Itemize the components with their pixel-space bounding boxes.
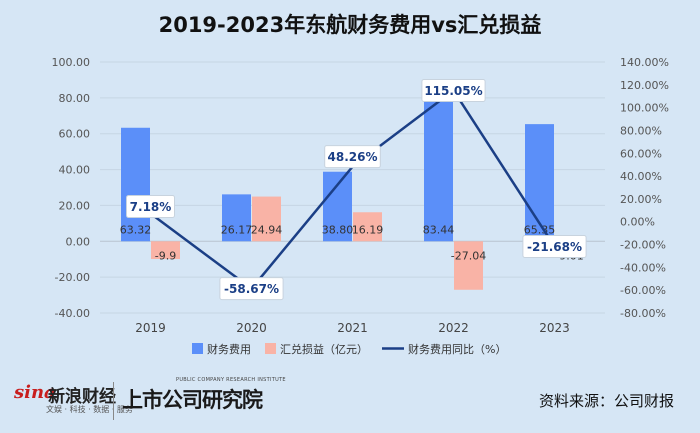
yoy-label-box: [219, 277, 284, 301]
finance-cost-bar: [121, 127, 150, 242]
bars: [121, 91, 584, 290]
sina-logo-subtitle: 文娱 · 科技 · 数据 · 服务: [46, 405, 133, 414]
yoy-label: 7.18%: [130, 200, 172, 214]
legend: 财务费用 汇兑损益（亿元） 财务费用同比（%）: [192, 342, 506, 356]
x-axis-tick: 2021: [337, 321, 368, 335]
left-axis-tick: 20.00: [59, 199, 91, 212]
legend-label: 财务费用: [207, 342, 251, 356]
finance-cost-label: 38.80: [322, 223, 354, 236]
finance-cost-label: 83.44: [423, 223, 455, 236]
right-axis-tick: -60.00%: [620, 284, 666, 297]
fx-gain-loss-bar: [353, 212, 382, 242]
source-note: 资料来源：公司财报: [538, 392, 674, 410]
legend-label: 财务费用同比（%）: [408, 342, 506, 356]
right-axis-tick: 40.00%: [620, 170, 662, 183]
x-axis-tick: 2023: [539, 321, 570, 335]
finance-cost-label: 26.17: [221, 223, 253, 236]
left-axis-tick: -40.00: [55, 307, 90, 320]
chart-title: 2019-2023年东航财务费用vs汇兑损益: [159, 13, 542, 37]
right-axis: 140.00% 120.00% 100.00% 80.00% 60.00% 40.00% 2…: [620, 56, 669, 320]
left-axis-tick: 100.00: [52, 56, 91, 69]
yoy-label: 48.26%: [328, 150, 378, 164]
institute-english-name: PUBLIC COMPANY RESEARCH INSTITUTE: [176, 377, 286, 383]
left-axis: 100.00 80.00 60.00 40.00 20.00 0.00 -20.00 -40.…: [52, 56, 91, 320]
finance-cost-label: 63.32: [120, 223, 152, 236]
right-axis-tick: 140.00%: [620, 56, 669, 69]
finance-cost-label: 65.35: [524, 223, 556, 236]
fx-gain-loss-label: -27.04: [451, 249, 486, 262]
right-axis-tick: 20.00%: [620, 193, 662, 206]
yoy-line-path: [149, 89, 556, 290]
fx-gain-loss-bar: [151, 241, 180, 260]
fx-gain-loss-label: 16.19: [352, 223, 384, 236]
right-axis-tick: 80.00%: [620, 124, 662, 137]
footer: sina 新浪财经 文娱 · 科技 · 数据 · 服务 PUBLIC COMPA…: [0, 372, 700, 433]
fx-gain-loss-bar: [454, 241, 483, 290]
left-axis-tick: -20.00: [55, 271, 90, 284]
sina-logo: sina: [14, 382, 56, 403]
right-axis-tick: 100.00%: [620, 102, 669, 115]
left-axis-tick: 0.00: [66, 235, 91, 248]
x-axis-tick: 2019: [135, 321, 166, 335]
finance-cost-bar: [424, 91, 453, 242]
yoy-label: 115.05%: [424, 84, 482, 98]
x-axis-tick: 2020: [236, 321, 267, 335]
legend-swatch-fx: [265, 343, 276, 354]
right-axis-tick: 60.00%: [620, 147, 662, 160]
yoy-label-box: [126, 195, 175, 219]
combo-chart: 2019-2023年东航财务费用vs汇兑损益 100.00 80.00 60.00 4…: [52, 13, 669, 356]
sina-finance-logo-text: 新浪财经: [48, 387, 116, 407]
left-axis-tick: 80.00: [59, 92, 91, 105]
yoy-label: -58.67%: [224, 282, 279, 296]
right-axis-tick: -80.00%: [620, 307, 666, 320]
fx-gain-loss-label: -9.9: [155, 249, 176, 262]
right-axis-tick: 120.00%: [620, 79, 669, 92]
yoy-label-box: [421, 78, 486, 102]
left-axis-tick: 40.00: [59, 164, 91, 177]
yoy-label: -21.68%: [527, 240, 582, 254]
logo-divider: [113, 382, 114, 420]
right-axis-tick: -20.00%: [620, 239, 666, 252]
legend-label: 汇兑损益（亿元）: [280, 342, 368, 356]
finance-cost-bar: [222, 194, 251, 242]
left-axis-tick: 60.00: [59, 128, 91, 141]
fx-gain-loss-bar: [252, 196, 281, 242]
institute-logo-text: 上市公司研究院: [122, 387, 263, 412]
legend-swatch-finance-cost: [192, 343, 203, 354]
x-axis: 2019 2020 2021 2022 2023: [135, 321, 570, 335]
yoy-label-box: [324, 145, 381, 169]
grid-lines: [100, 61, 605, 314]
x-axis-tick: 2022: [438, 321, 469, 335]
fx-gain-loss-label: 24.94: [251, 223, 283, 236]
yoy-label-box: [522, 234, 587, 258]
yoy-line: 7.18% -58.67% 48.26% 115.05% -21.68%: [126, 78, 587, 301]
right-axis-tick: 0.00%: [620, 216, 655, 229]
right-axis-tick: -40.00%: [620, 261, 666, 274]
